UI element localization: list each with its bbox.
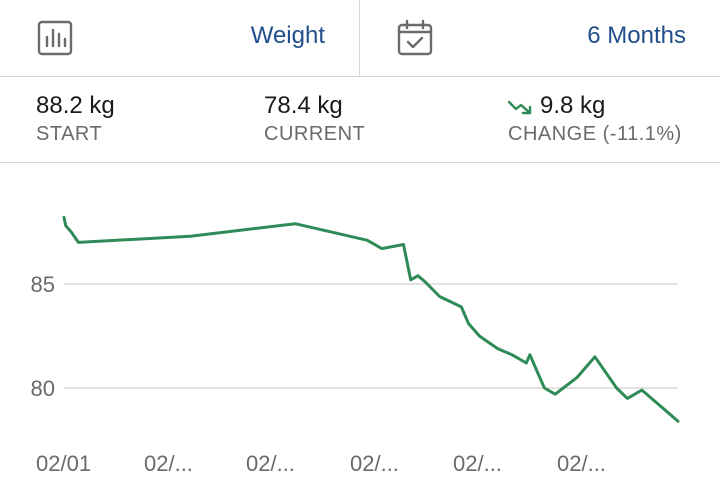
- top-selector-bar: Weight 6 Months: [0, 0, 720, 77]
- stat-start: 88.2 kg START: [36, 91, 115, 147]
- change-value: 9.8 kg: [540, 92, 606, 119]
- current-label: CURRENT: [264, 123, 366, 145]
- metric-value: Weight: [250, 22, 325, 49]
- chart-svg: 85 80 02/01 02/... 02/... 02/... 02/... 02/...: [31, 215, 680, 476]
- stat-current: 78.4 kg CURRENT: [264, 91, 365, 147]
- range-selector[interactable]: 6 Months: [360, 0, 720, 76]
- x-tick-label: 02/01: [36, 451, 91, 476]
- metric-selector[interactable]: Weight: [0, 0, 359, 76]
- y-tick-label: 85: [31, 272, 55, 297]
- calendar-check-icon: [397, 19, 433, 56]
- bar-chart-icon: [37, 20, 73, 56]
- stat-change: 9.8 kg CHANGE (-11.1%): [508, 91, 682, 147]
- change-value-row: 9.8 kg: [508, 91, 682, 121]
- x-tick-label: 02/...: [557, 451, 606, 476]
- change-label: CHANGE (-11.1%): [508, 123, 682, 145]
- range-value: 6 Months: [587, 22, 686, 49]
- trending-down-icon: [508, 100, 532, 114]
- divider: [359, 0, 360, 76]
- weight-series-line: [62, 215, 680, 423]
- x-tick-label: 02/...: [350, 451, 399, 476]
- x-tick-label: 02/...: [144, 451, 193, 476]
- start-value: 88.2 kg: [36, 92, 115, 119]
- x-tick-label: 02/...: [246, 451, 295, 476]
- weight-chart: 85 80 02/01 02/... 02/... 02/... 02/... 02/...: [0, 163, 720, 497]
- current-value: 78.4 kg: [264, 92, 343, 119]
- start-label: START: [36, 123, 103, 145]
- stats-row: 88.2 kg START 78.4 kg CURRENT 9.8 kg CHA…: [0, 77, 720, 163]
- y-tick-label: 80: [31, 376, 55, 401]
- x-tick-label: 02/...: [453, 451, 502, 476]
